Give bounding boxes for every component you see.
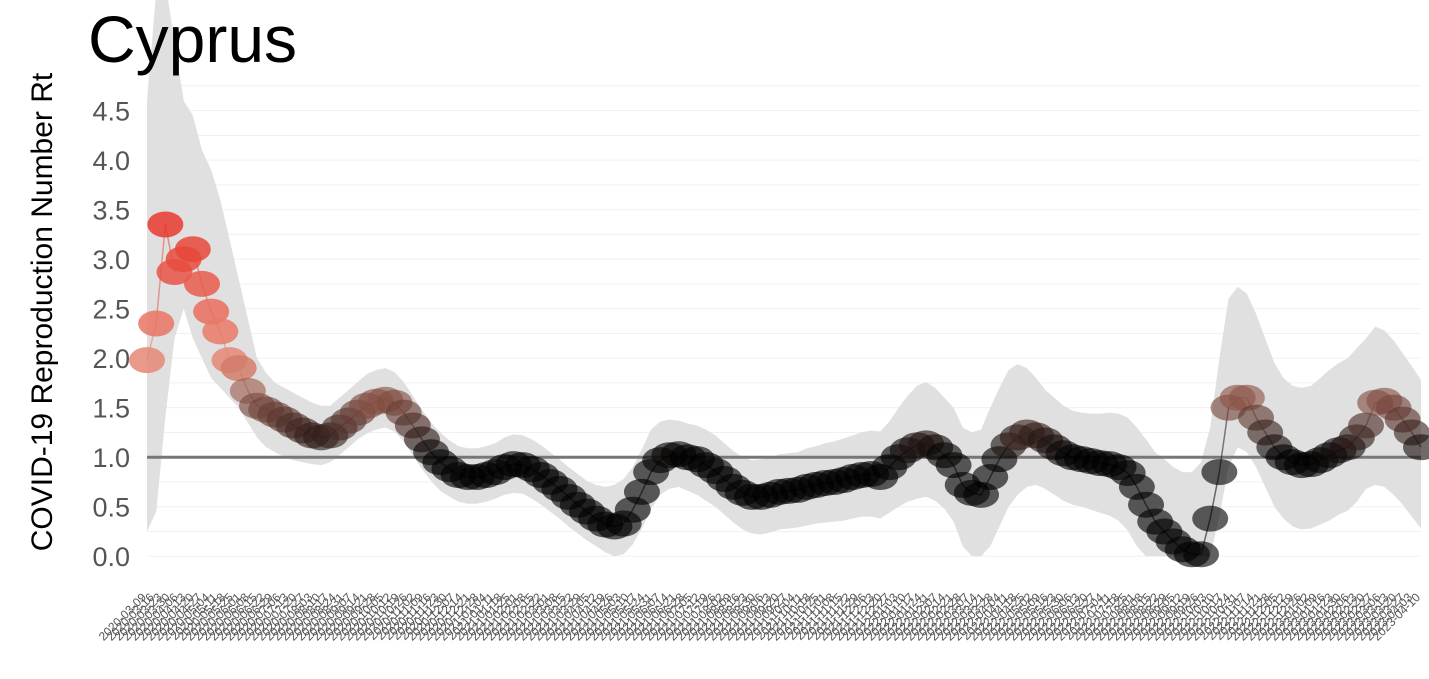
y-tick-label: 3.0 <box>92 245 130 275</box>
data-point <box>193 298 230 325</box>
data-point <box>1192 505 1229 532</box>
y-tick-label: 3.5 <box>92 196 130 226</box>
data-point <box>935 452 972 479</box>
data-point <box>138 310 175 337</box>
chart-title: Cyprus <box>88 2 297 76</box>
data-point <box>623 478 660 505</box>
data-point <box>174 236 211 263</box>
data-point <box>202 318 239 345</box>
y-tick-label: 1.0 <box>92 443 130 473</box>
y-tick-label: 2.0 <box>92 344 130 374</box>
y-tick-label: 4.5 <box>92 97 130 127</box>
data-point <box>1403 434 1429 461</box>
data-point <box>1348 412 1385 439</box>
data-point <box>1228 384 1265 411</box>
x-axis-ticks: 2020-03-092020-03-162020-03-232020-03-30… <box>96 590 1424 644</box>
data-point <box>1201 459 1238 486</box>
data-point <box>1183 541 1220 568</box>
confidence-band <box>147 0 1421 557</box>
y-axis-label: COVID-19 Reproduction Number Rt <box>26 72 59 551</box>
y-tick-label: 2.5 <box>92 295 130 325</box>
y-tick-label: 0.5 <box>92 493 130 523</box>
data-point <box>147 211 184 238</box>
data-point <box>183 270 220 297</box>
data-point <box>220 355 257 382</box>
y-axis-ticks: 0.0 0.5 1.0 1.5 2.0 2.5 3.0 3.5 4.0 4.5 <box>92 97 130 573</box>
y-tick-label: 0.0 <box>92 542 130 572</box>
data-points <box>129 211 1429 568</box>
y-tick-label: 4.0 <box>92 146 130 176</box>
confidence-band-area <box>147 0 1421 557</box>
y-tick-label: 1.5 <box>92 394 130 424</box>
data-point <box>129 347 165 374</box>
